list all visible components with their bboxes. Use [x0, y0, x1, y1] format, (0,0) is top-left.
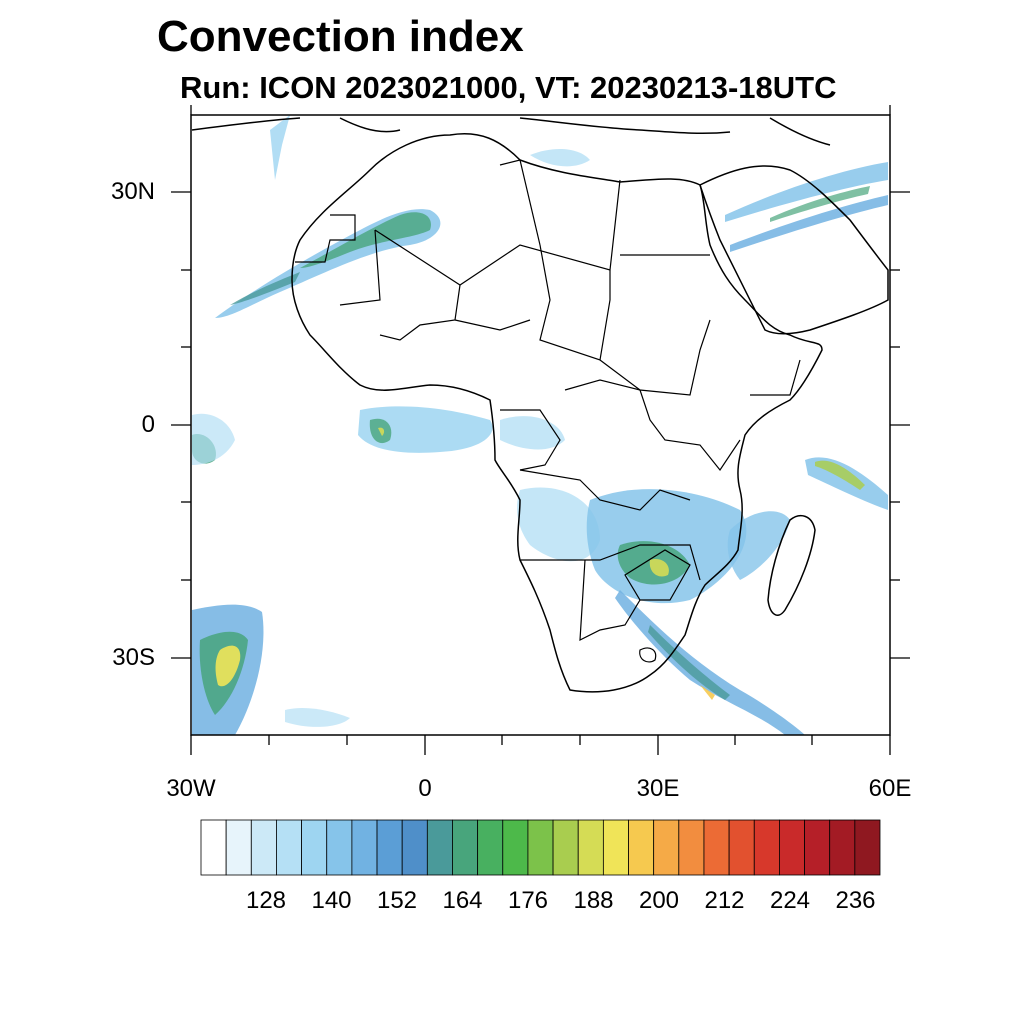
colorbar-box	[225, 819, 252, 876]
colorbar-box	[653, 819, 680, 876]
colorbar-label: 164	[442, 887, 483, 914]
colorbar-box	[678, 819, 705, 876]
colorbar-label: 212	[704, 887, 745, 914]
colorbar-box	[502, 819, 529, 876]
colorbar-box	[728, 819, 755, 876]
colorbar-box	[779, 819, 805, 876]
convection-gulf-guinea	[358, 406, 493, 453]
convection-band-southeast	[615, 590, 805, 735]
colorbar-label: 200	[638, 887, 680, 914]
colorbar-box	[804, 819, 831, 876]
map-title: Convection index	[157, 12, 524, 61]
colorbar-label: 224	[769, 887, 811, 914]
colorbar-box	[452, 819, 479, 876]
madagascar-coastline	[767, 514, 816, 616]
x-tick-label: 30E	[636, 775, 680, 802]
x-tick-label: 60E	[868, 775, 912, 802]
y-tick-label: 0	[141, 411, 155, 438]
colorbar-label: 140	[311, 887, 352, 914]
colorbar-box	[376, 819, 403, 876]
colorbar-box	[477, 819, 504, 876]
colorbar-label: 188	[573, 887, 614, 914]
x-tick-label: 30W	[166, 775, 216, 802]
colorbar-box	[200, 819, 227, 876]
colorbar-box	[527, 819, 554, 876]
convection-band-arabia	[725, 162, 888, 222]
colorbar-box	[703, 819, 730, 876]
colorbar-box	[351, 819, 378, 876]
country-borders	[295, 159, 801, 663]
colorbar-box	[401, 819, 428, 876]
colorbar-box	[829, 819, 856, 876]
colorbar	[200, 819, 881, 876]
colorbar-box	[326, 819, 353, 876]
coastlines	[191, 117, 889, 693]
colorbar-box	[276, 819, 302, 876]
colorbar-box	[552, 819, 579, 876]
colorbar-box	[426, 819, 453, 876]
colorbar-label: 236	[835, 887, 876, 914]
map-subtitle: Run: ICON 2023021000, VT: 20230213-18UTC	[180, 70, 837, 105]
colorbar-box	[602, 819, 629, 876]
colorbar-label: 152	[376, 887, 418, 914]
colorbar-box	[250, 819, 277, 876]
colorbar-box	[577, 819, 604, 876]
y-tick-label: 30N	[110, 178, 155, 205]
colorbar-box	[301, 819, 328, 876]
colorbar-box	[753, 819, 780, 876]
colorbar-box	[854, 819, 881, 876]
axis-ticks	[171, 105, 910, 755]
africa-coastline	[291, 133, 823, 693]
x-tick-label: 0	[418, 775, 432, 802]
colorbar-box	[628, 819, 655, 876]
y-tick-label: 30S	[112, 644, 155, 671]
colorbar-label: 128	[245, 887, 287, 914]
convection-fields	[192, 115, 888, 735]
colorbar-label: 176	[507, 887, 549, 914]
